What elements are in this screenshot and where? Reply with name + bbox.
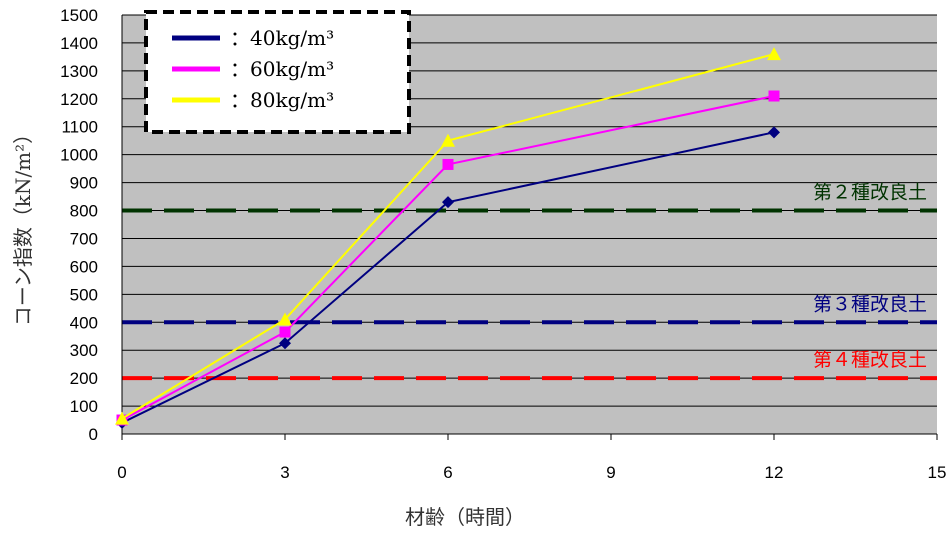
y-tick-label: 1000 xyxy=(60,146,98,165)
x-tick-label: 0 xyxy=(117,463,126,482)
series-line xyxy=(121,53,775,420)
y-tick-labels: 0 100 200 300 400 500 600 700 800 900 1000 1100 1200… xyxy=(60,6,98,444)
legend-label: ：60kg/m³ xyxy=(230,57,334,81)
y-tick-label: 0 xyxy=(89,425,98,444)
y-tick-label: 1100 xyxy=(61,118,98,137)
legend: ：40kg/m³ ：60kg/m³ ：80kg/m³ xyxy=(144,10,411,134)
legend-label: ：40kg/m³ xyxy=(230,26,334,50)
data-point xyxy=(442,196,454,209)
x-tick-label: 6 xyxy=(443,463,452,482)
y-tick-label: 900 xyxy=(70,174,98,193)
reference-label: 第４種改良土 xyxy=(813,349,927,371)
data-point xyxy=(115,411,129,425)
y-tick-label: 200 xyxy=(70,369,98,388)
legend-label: ：80kg/m³ xyxy=(230,88,334,112)
data-point xyxy=(767,47,781,61)
data-point xyxy=(442,158,454,170)
y-tick-label: 800 xyxy=(70,202,98,221)
x-tick-labels: 0 3 6 9 12 15 xyxy=(117,434,946,482)
legend-box xyxy=(144,10,411,134)
x-tick-label: 3 xyxy=(280,463,289,482)
x-tick-label: 12 xyxy=(765,463,784,482)
y-tick-label: 600 xyxy=(70,257,98,276)
data-point xyxy=(279,326,291,338)
series-line xyxy=(121,131,775,424)
y-axis-title: コーン指数（kN/m²） xyxy=(11,124,35,326)
y-tick-label: 500 xyxy=(70,285,98,304)
data-point xyxy=(768,90,780,102)
x-axis-title: 材齢（時間） xyxy=(405,505,525,529)
y-tick-label: 400 xyxy=(70,313,98,332)
series-line xyxy=(121,95,775,421)
data-point xyxy=(279,337,291,350)
y-tick-label: 100 xyxy=(70,397,98,416)
reference-label: 第２種改良土 xyxy=(813,182,927,204)
reference-label: 第３種改良土 xyxy=(813,293,927,315)
y-tick-label: 700 xyxy=(70,229,98,248)
x-tick-label: 15 xyxy=(928,463,947,482)
y-tick-label: 1200 xyxy=(60,90,98,109)
y-tick-label: 300 xyxy=(70,341,98,360)
x-tick-label: 9 xyxy=(606,463,615,482)
data-point xyxy=(768,126,780,139)
y-tick-label: 1300 xyxy=(60,62,98,81)
data-point xyxy=(278,312,292,326)
data-point xyxy=(441,133,455,147)
y-tick-label: 1500 xyxy=(60,6,98,25)
series-group xyxy=(115,47,781,429)
y-tick-label: 1400 xyxy=(60,34,98,53)
